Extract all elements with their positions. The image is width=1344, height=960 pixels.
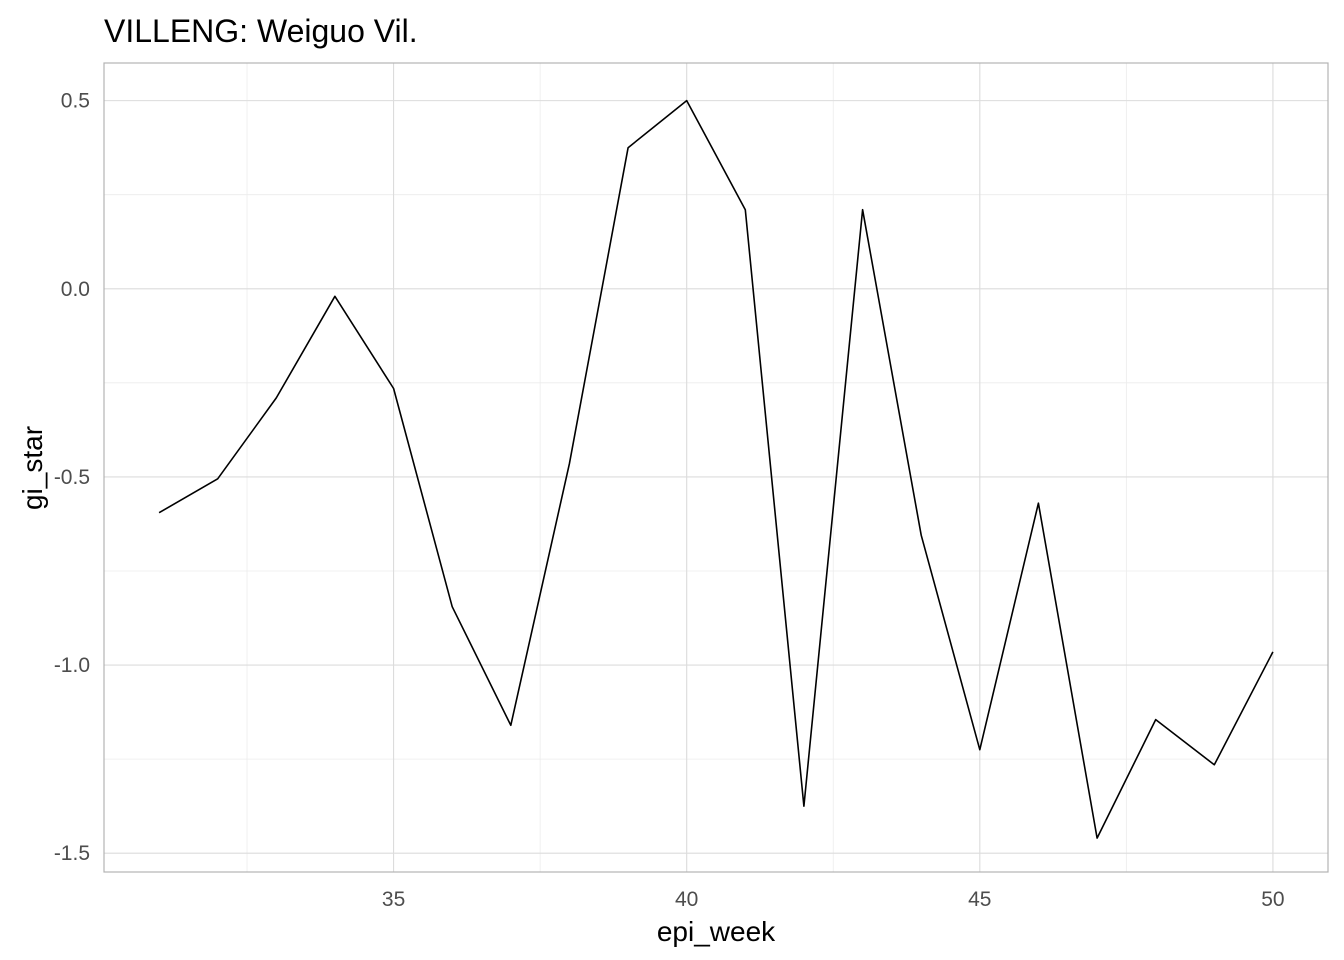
chart-title: VILLENG: Weiguo Vil. bbox=[104, 13, 418, 49]
plot-panel-border bbox=[103, 62, 1329, 873]
x-axis-title: epi_week bbox=[657, 916, 776, 947]
x-tick-label: 40 bbox=[675, 888, 698, 911]
y-tick-label: -1.0 bbox=[54, 654, 90, 677]
y-tick-label: 0.0 bbox=[61, 278, 90, 301]
y-tick-label: 0.5 bbox=[61, 90, 90, 113]
x-tick-label: 45 bbox=[968, 888, 991, 911]
x-tick-label: 35 bbox=[382, 888, 405, 911]
y-tick-label: -1.5 bbox=[54, 842, 90, 865]
y-axis-title: gi_star bbox=[17, 426, 48, 510]
series-line bbox=[158, 99, 1274, 839]
data-series bbox=[158, 99, 1274, 839]
axis-ticks: 35 40 45 50 -1.5 -1.0 -0.5 0.0 0.5 bbox=[54, 90, 1285, 911]
x-tick-label: 50 bbox=[1261, 888, 1284, 911]
grid-lines bbox=[104, 63, 1328, 872]
y-tick-label: -0.5 bbox=[54, 466, 90, 489]
